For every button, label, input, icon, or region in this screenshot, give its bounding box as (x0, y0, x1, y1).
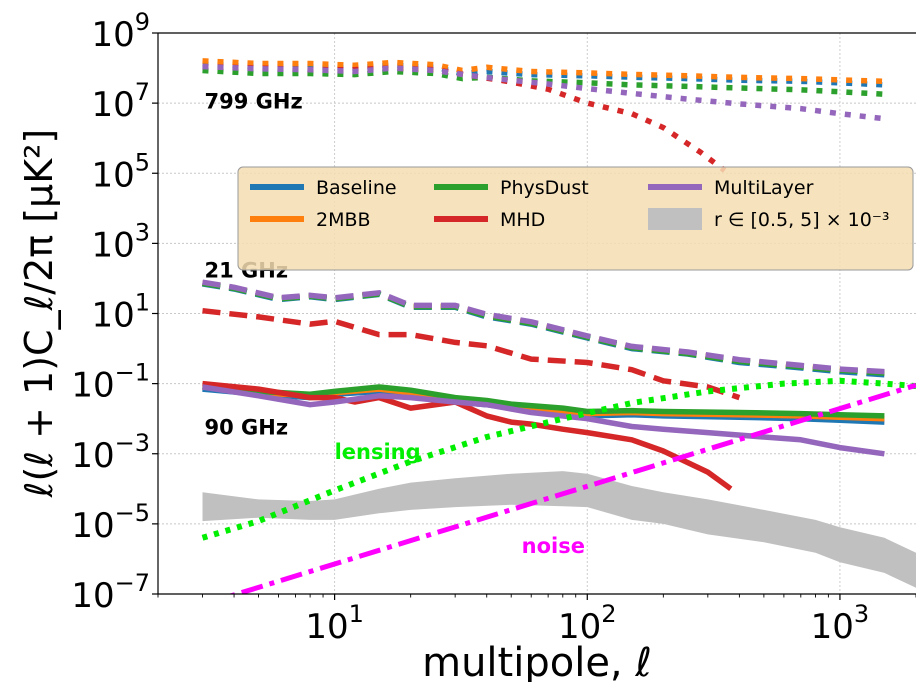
legend-label-physdust: PhysDust (500, 177, 589, 199)
y-axis-label: ℓ(ℓ + 1)C_ℓ/2π [μK²] (17, 129, 61, 498)
y-tick-label: 10−3 (71, 429, 150, 476)
y-axis-label-group: ℓ(ℓ + 1)C_ℓ/2π [μK²] (17, 129, 61, 498)
curve-label-lensing: lensing (335, 440, 421, 464)
grid-lines (158, 32, 916, 595)
series-noise (228, 382, 916, 594)
y-tick-label: 10−1 (71, 359, 150, 406)
legend-label-r-band: r ∈ [0.5, 5] × 10⁻³ (714, 209, 889, 231)
frequency-label-799-ghz: 799 GHz (204, 89, 302, 113)
series-baseline-799-ghz (202, 61, 885, 88)
series-2mbb-21-ghz (202, 280, 885, 376)
legend: Baseline 2MBB PhysDust MHD MultiLayer r ∈ [0.… (237, 166, 914, 271)
legend-label-multilayer: MultiLayer (714, 177, 814, 199)
x-tick-label: 103 (811, 600, 870, 647)
series-physdust-799-ghz (202, 67, 885, 97)
series-mhd-799-ghz (202, 63, 727, 173)
frequency-label-90-ghz: 90 GHz (204, 415, 288, 439)
y-axis-ticks: 10−7 10−5 10−3 10−1 101 103 105 107 109 (71, 8, 158, 616)
series-multilayer-799-ghz (202, 63, 885, 122)
legend-label-mhd: MHD (500, 209, 545, 231)
series-2mbb-799-ghz (202, 58, 885, 85)
r-band-area (202, 471, 916, 588)
x-tick-label: 101 (305, 600, 364, 647)
y-tick-label: 10−5 (71, 499, 150, 546)
r-band-layer (202, 471, 916, 588)
series-physdust-21-ghz (202, 280, 885, 376)
x-axis-label: multipole, ℓ (422, 640, 652, 682)
series-mhd-21-ghz (202, 307, 741, 401)
y-tick-label: 107 (91, 78, 150, 125)
legend-label-2mbb: 2MBB (316, 209, 371, 231)
y-tick-label: 103 (91, 218, 150, 265)
series-layer (201, 58, 916, 594)
legend-box (237, 166, 914, 271)
series-multilayer-21-ghz (202, 279, 885, 375)
legend-swatch-r-band (648, 208, 702, 230)
curve-label-noise: noise (522, 534, 585, 558)
legend-label-baseline: Baseline (316, 177, 397, 199)
y-tick-label: 109 (91, 8, 150, 55)
series-physdust-90-ghz (202, 383, 885, 419)
series-baseline-21-ghz (202, 281, 885, 378)
y-tick-label: 10−7 (71, 569, 150, 616)
series-mhd-90-ghz (202, 380, 733, 492)
series-multilayer-90-ghz (202, 384, 885, 457)
y-tick-label: 105 (91, 148, 150, 195)
y-tick-label: 101 (91, 289, 150, 336)
